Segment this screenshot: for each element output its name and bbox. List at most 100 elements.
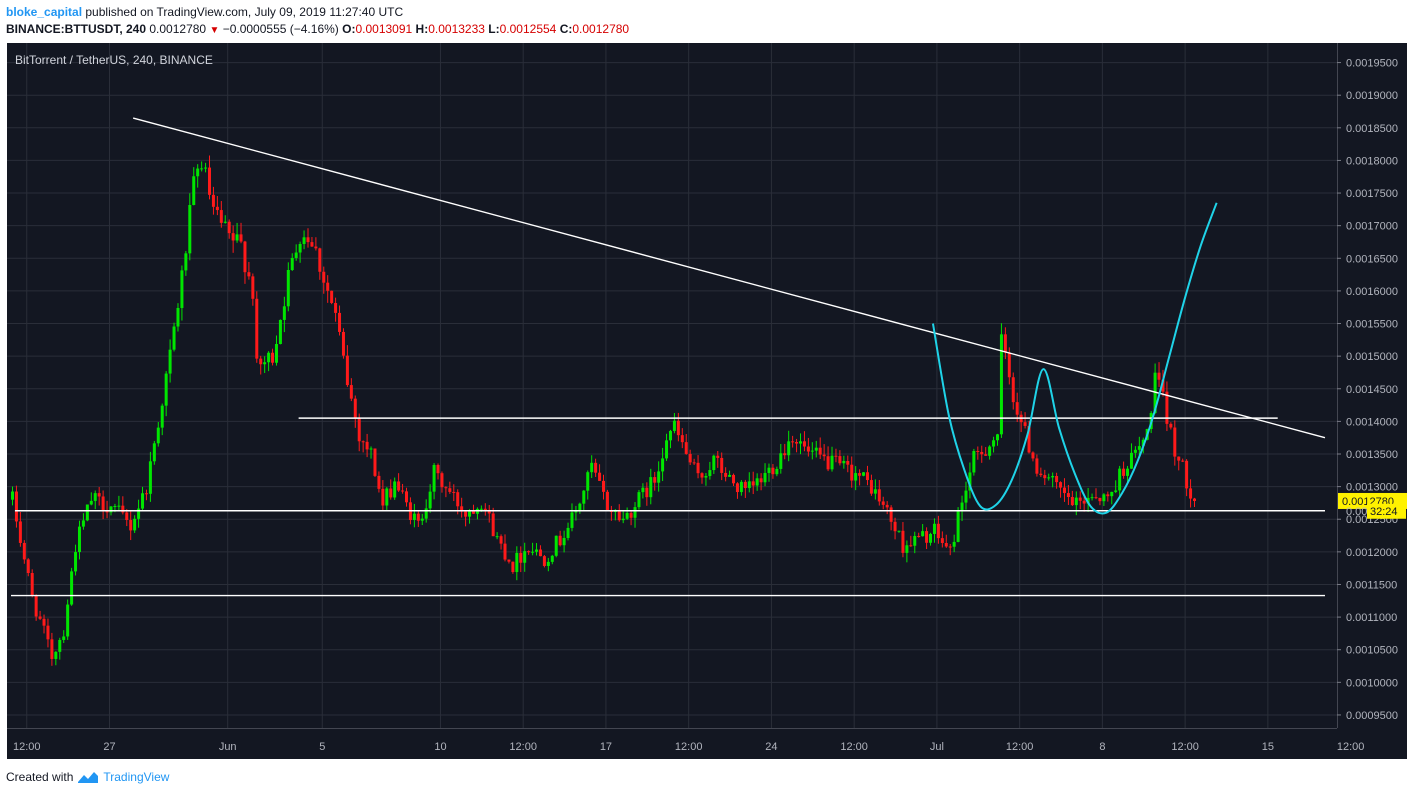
candle-body [89, 500, 93, 505]
candle-body [527, 551, 531, 553]
candle-body [26, 559, 30, 574]
candle-body [1015, 402, 1019, 415]
candle-body [464, 511, 468, 517]
candle-body [479, 508, 483, 510]
candle-body [1059, 482, 1063, 488]
candle-body [200, 168, 204, 170]
price-axis-background[interactable] [1337, 43, 1407, 728]
candle-body [271, 352, 275, 363]
candle-body [692, 462, 696, 464]
candle-body [554, 535, 558, 556]
candle-body [507, 559, 511, 562]
descending-trendline [132, 117, 1326, 439]
candle-body [846, 460, 850, 465]
price-change: −0.0000555 (−4.16%) [222, 22, 339, 36]
y-tick-label: 0.0012000 [1346, 547, 1398, 559]
candle-body [751, 481, 755, 486]
candle-body [566, 527, 570, 538]
candle-body [783, 453, 787, 456]
candle-body [1122, 468, 1126, 476]
candle-body [523, 551, 527, 563]
candle-body [743, 481, 747, 489]
candle-body [932, 523, 936, 534]
candle-body [676, 420, 680, 436]
candle-body [617, 510, 621, 521]
candle-body [133, 518, 137, 531]
candle-body [393, 481, 397, 498]
candle-body [787, 441, 791, 456]
y-tick-label: 0.0013000 [1346, 482, 1398, 494]
candle-body [1161, 379, 1165, 392]
low-label: L: [488, 22, 500, 36]
candle-body [334, 302, 338, 313]
time-axis[interactable]: 12:00 27 Jun 5 10 12:00 17 12:00 24 12:00 Jul 12:00… [13, 741, 1364, 753]
candle-body [799, 441, 802, 444]
candle-body [85, 504, 89, 521]
candle-body [14, 491, 18, 522]
candle-body [444, 487, 448, 489]
candle-body [1007, 352, 1011, 378]
candle-body [1070, 497, 1074, 506]
tradingview-logo-icon[interactable] [77, 770, 99, 784]
chart-panel[interactable]: 0.0019500 0.0019000 0.0018500 0.0018000 0.00… [7, 43, 1407, 759]
candle-body [223, 221, 227, 223]
candle-body [862, 472, 866, 476]
candle-body [231, 233, 235, 241]
x-tick-label: 8 [1099, 741, 1105, 753]
candle-body [519, 552, 523, 563]
candle-body [929, 533, 933, 543]
candle-body [826, 456, 830, 470]
candle-body [590, 462, 594, 473]
candle-body [712, 455, 716, 471]
candle-body [428, 491, 432, 509]
y-tick-label: 0.0019000 [1346, 90, 1398, 102]
candle-body [1066, 493, 1070, 498]
candle-body [188, 204, 192, 254]
candle-body [531, 551, 535, 553]
candle-body [38, 616, 42, 619]
candle-body [468, 511, 472, 517]
candle-body [310, 242, 314, 247]
published-text: published on TradingView.com, July 09, 2… [85, 5, 404, 19]
projection-curve [931, 202, 1218, 515]
candle-body [767, 467, 771, 473]
x-tick-label: 12:00 [1337, 741, 1365, 753]
candle-body [1055, 476, 1059, 483]
down-arrow-icon: ▼ [209, 25, 220, 36]
candle-body [535, 549, 539, 552]
candle-body [286, 270, 290, 307]
candle-body [980, 451, 984, 455]
candle-body [1074, 497, 1078, 506]
candle-body [739, 481, 743, 493]
candle-body [996, 434, 999, 441]
candle-body [137, 508, 141, 519]
drawings [11, 117, 1326, 597]
open-value: 0.0013091 [355, 22, 413, 36]
candle-body [724, 472, 728, 477]
price-axis[interactable]: 0.0019500 0.0019000 0.0018500 0.0018000 0.00… [7, 43, 1407, 729]
candle-body [688, 453, 692, 463]
countdown-label: 32:24 [1370, 506, 1398, 518]
x-tick-label: Jul [930, 741, 944, 753]
candle-body [338, 312, 342, 332]
plot-background[interactable] [7, 43, 1337, 728]
x-tick-label: Jun [219, 741, 237, 753]
candle-body [771, 467, 775, 475]
price-chart[interactable]: 0.0019500 0.0019000 0.0018500 0.0018000 0.00… [7, 43, 1407, 759]
tradingview-brand[interactable]: TradingView [103, 770, 170, 784]
candle-body [302, 237, 306, 244]
candle-body [1129, 452, 1133, 469]
candle-body [901, 530, 905, 553]
candle-body [645, 487, 649, 498]
candle-body [164, 373, 168, 406]
candle-body [365, 441, 369, 450]
candle-body [30, 573, 34, 596]
author-name[interactable]: bloke_capital [6, 5, 83, 19]
candle-body [121, 505, 125, 513]
candle-body [633, 507, 637, 518]
candles [11, 155, 1196, 666]
candle-body [97, 493, 101, 497]
candle-body [1173, 427, 1177, 457]
candle-body [1031, 452, 1035, 459]
candle-body [984, 454, 988, 456]
